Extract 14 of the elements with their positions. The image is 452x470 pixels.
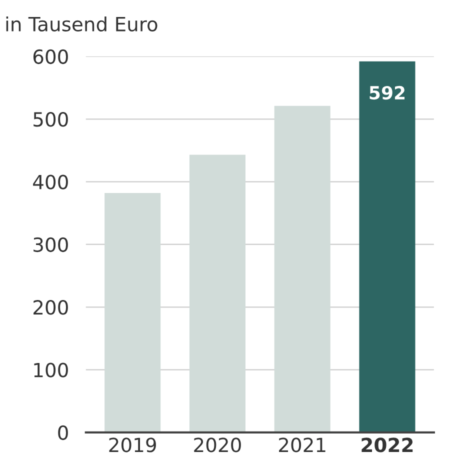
y-tick-label: 100 [34, 362, 68, 378]
y-axis-title: in Tausend Euro [6, 16, 158, 32]
data-label: 592 [370, 86, 405, 100]
x-tick-label: 2019 [109, 438, 156, 452]
y-tick-label: 0 [58, 425, 68, 440]
x-tick-label: 2022 [362, 438, 413, 452]
y-tick-label: 300 [34, 237, 68, 252]
bar [359, 61, 416, 432]
y-tick-label: 500 [34, 112, 68, 127]
y-tick-label: 600 [33, 49, 68, 64]
y-tick-label: 400 [33, 174, 68, 190]
x-tick-label: 2020 [194, 438, 241, 452]
x-tick-label: 2021 [279, 438, 326, 452]
y-tick-label: 200 [34, 300, 68, 315]
